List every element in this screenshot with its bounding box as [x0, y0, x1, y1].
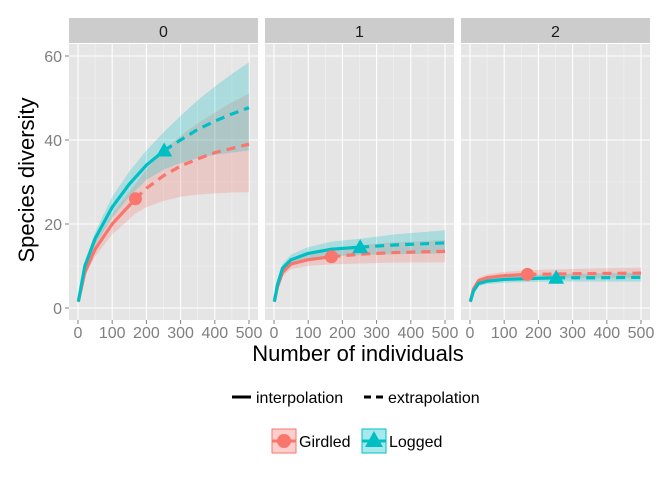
x-axis-title: Number of individuals — [252, 341, 464, 366]
x-tick-label: 300 — [559, 325, 586, 342]
x-tick-label: 0 — [74, 325, 83, 342]
y-tick-label: 40 — [44, 133, 62, 150]
observed-point-logged — [156, 142, 173, 157]
x-tick-label: 200 — [329, 325, 356, 342]
panel-1: 1 — [265, 18, 454, 320]
legend-label-extrapolation: extrapolation — [388, 390, 480, 407]
panel-strip-label: 2 — [551, 24, 560, 41]
panel-strip — [265, 18, 454, 43]
observed-point-logged — [548, 269, 565, 284]
panel-strip-label: 1 — [355, 24, 364, 41]
y-axis: 0 20 40 60 — [44, 49, 69, 318]
interpolation-line-logged — [76, 149, 166, 302]
legend-linetype: interpolation extrapolation — [232, 390, 480, 407]
confidence-band-girdled — [274, 239, 445, 304]
legend-key-girdled-point — [277, 434, 291, 448]
y-tick-label: 0 — [53, 301, 62, 318]
x-tick-label: 0 — [270, 325, 279, 342]
x-axis: 0 100 200 300 400 500 0 100 200 300 400 500 0 100 200 3… — [74, 320, 655, 342]
panel-0: 0 — [69, 18, 258, 320]
y-tick-label: 60 — [44, 49, 62, 66]
panel-strip — [69, 18, 258, 43]
x-tick-label: 500 — [236, 325, 263, 342]
observed-point-girdled — [520, 267, 534, 281]
x-tick-label: 0 — [466, 325, 475, 342]
confidence-band-girdled — [78, 93, 249, 304]
panel-strip — [461, 18, 650, 43]
legend-label-girdled: Girdled — [299, 434, 351, 451]
confidence-band-logged — [274, 230, 445, 304]
extrapolation-line-girdled — [331, 249, 446, 259]
x-tick-label: 500 — [432, 325, 459, 342]
observed-point-girdled — [324, 250, 338, 264]
extrapolation-line-logged — [163, 106, 250, 152]
panel-2: 2 — [461, 18, 650, 320]
x-tick-label: 200 — [525, 325, 552, 342]
legend-key-logged-point — [365, 431, 383, 447]
extrapolation-line-girdled — [527, 271, 642, 276]
observed-point-girdled — [128, 192, 142, 206]
x-tick-label: 100 — [491, 325, 518, 342]
x-tick-label: 300 — [363, 325, 390, 342]
legend-label-logged: Logged — [389, 434, 442, 451]
x-tick-label: 100 — [99, 325, 126, 342]
x-tick-label: 200 — [133, 325, 160, 342]
observed-point-logged — [352, 239, 369, 254]
panels-layer: 0 1 2 — [69, 18, 650, 320]
legend-site: Girdled Logged — [271, 428, 442, 454]
y-tick-label: 20 — [44, 217, 62, 234]
extrapolation-line-girdled — [134, 142, 250, 200]
panel-strip-label: 0 — [159, 24, 168, 41]
extrapolation-line-logged — [360, 241, 446, 249]
x-tick-label: 400 — [201, 325, 228, 342]
x-tick-label: 400 — [593, 325, 620, 342]
x-tick-label: 100 — [295, 325, 322, 342]
x-tick-label: 500 — [628, 325, 655, 342]
y-axis-title: Species diversity — [14, 97, 39, 262]
x-tick-label: 400 — [397, 325, 424, 342]
legend-label-interpolation: interpolation — [256, 390, 343, 407]
interpolation-line-logged — [272, 245, 361, 302]
confidence-band-logged — [78, 62, 249, 304]
x-tick-label: 300 — [167, 325, 194, 342]
